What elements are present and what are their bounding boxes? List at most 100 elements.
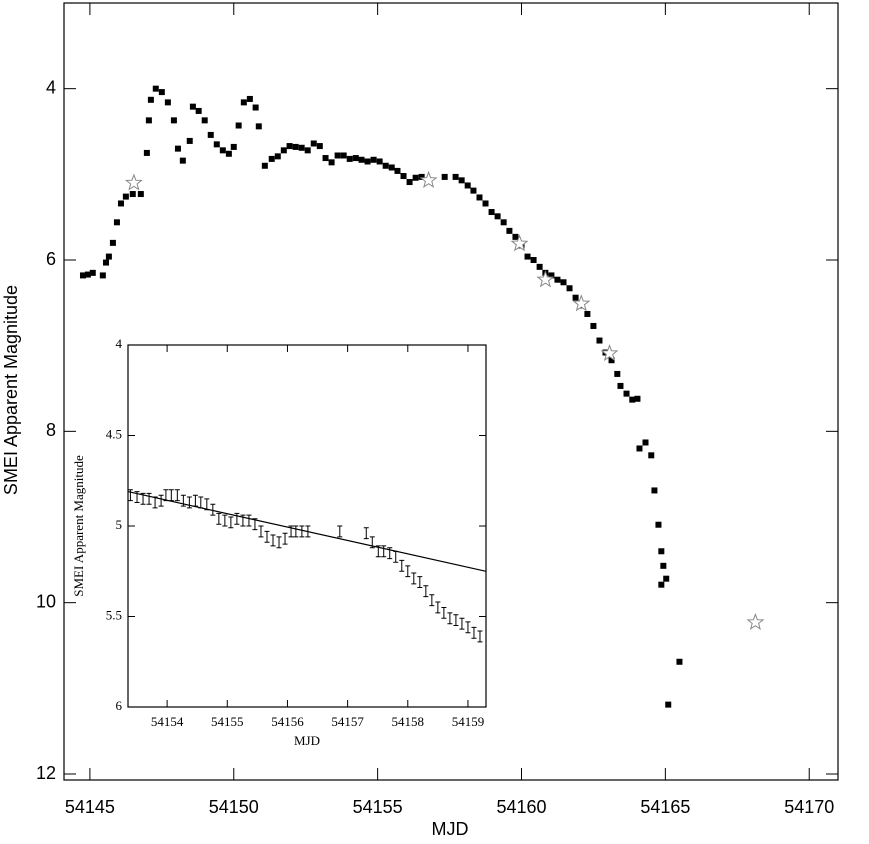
x-tick-label: 54154 xyxy=(151,714,184,729)
data-point xyxy=(298,144,305,151)
y-tick-label: 10 xyxy=(36,591,56,611)
x-tick-label: 54165 xyxy=(640,797,690,817)
data-point xyxy=(129,191,136,198)
data-point xyxy=(376,158,383,165)
data-point xyxy=(89,269,96,276)
data-point xyxy=(174,145,181,152)
error-bar xyxy=(246,514,252,527)
data-point xyxy=(572,294,579,301)
data-point xyxy=(648,452,655,459)
error-bar xyxy=(423,585,429,598)
y-tick-label: 4 xyxy=(46,77,56,97)
data-point xyxy=(261,162,268,169)
y-tick-label: 12 xyxy=(36,763,56,783)
data-point xyxy=(590,322,597,329)
error-bar xyxy=(282,532,288,545)
data-point xyxy=(246,95,253,102)
error-bar xyxy=(405,565,411,578)
error-bar xyxy=(381,545,387,558)
error-bar xyxy=(399,559,405,572)
star-point xyxy=(600,343,619,362)
star-point xyxy=(510,234,529,252)
data-point xyxy=(79,272,86,279)
data-point xyxy=(109,239,116,246)
data-point xyxy=(143,149,150,156)
y-tick-label: 5 xyxy=(116,517,123,532)
error-bar xyxy=(258,525,264,538)
data-point xyxy=(364,158,371,165)
data-point xyxy=(412,174,419,181)
data-point xyxy=(346,155,353,162)
y-axis-label: SMEI Apparent Magnitude xyxy=(1,285,21,495)
error-bar xyxy=(228,516,234,529)
data-point xyxy=(506,227,513,234)
error-bar xyxy=(465,621,471,634)
data-point xyxy=(230,143,237,150)
data-point xyxy=(470,187,477,194)
data-point xyxy=(286,143,293,150)
x-tick-label: 54160 xyxy=(496,797,546,817)
data-point xyxy=(334,152,341,159)
star-point xyxy=(124,173,143,191)
y-tick-label: 4.5 xyxy=(106,426,122,441)
error-bar xyxy=(180,494,186,507)
data-point xyxy=(99,272,106,279)
error-bar xyxy=(477,630,483,643)
error-bar xyxy=(393,550,399,563)
data-point xyxy=(340,152,347,159)
error-bar xyxy=(288,525,294,538)
error-bar xyxy=(375,545,381,558)
data-point xyxy=(629,396,636,403)
data-point xyxy=(207,131,214,138)
data-point xyxy=(500,219,507,226)
data-point xyxy=(418,173,425,180)
data-point xyxy=(268,155,275,162)
data-point xyxy=(394,167,401,174)
data-point xyxy=(370,156,377,163)
data-point xyxy=(358,156,365,163)
data-point xyxy=(636,445,643,452)
error-bar xyxy=(411,572,417,585)
error-bar xyxy=(222,514,228,527)
x-axis-label: MJD xyxy=(294,733,320,748)
error-bar xyxy=(152,496,158,509)
data-point xyxy=(658,548,665,555)
star-point xyxy=(746,612,765,630)
data-point xyxy=(524,253,531,260)
data-point xyxy=(406,179,413,186)
data-point xyxy=(536,263,543,270)
error-bar xyxy=(387,547,393,560)
x-tick-label: 54159 xyxy=(452,714,485,729)
data-point xyxy=(660,562,667,569)
error-bar xyxy=(453,614,459,627)
x-tick-label: 54170 xyxy=(784,797,834,817)
data-point xyxy=(663,575,670,582)
data-point xyxy=(488,209,495,216)
error-bar xyxy=(210,503,216,516)
error-bar xyxy=(417,576,423,589)
data-point xyxy=(147,96,154,103)
data-point xyxy=(310,140,317,147)
data-point xyxy=(482,200,489,207)
data-point xyxy=(213,141,220,148)
data-point xyxy=(322,155,329,162)
y-tick-label: 6 xyxy=(116,698,123,713)
data-point xyxy=(122,193,129,200)
data-point xyxy=(441,173,448,180)
data-point xyxy=(158,89,165,96)
x-tick-label: 54155 xyxy=(211,714,244,729)
data-point xyxy=(164,99,171,106)
error-bar xyxy=(299,525,305,538)
data-point xyxy=(614,370,621,377)
error-bar xyxy=(276,536,282,549)
x-tick-label: 54157 xyxy=(331,714,364,729)
error-bar xyxy=(216,512,222,525)
error-bar xyxy=(305,525,311,538)
error-bar xyxy=(146,492,152,505)
data-point xyxy=(189,103,196,110)
x-axis-label: MJD xyxy=(432,819,469,839)
data-point xyxy=(658,581,665,588)
x-tick-label: 54156 xyxy=(271,714,304,729)
data-point xyxy=(388,164,395,171)
data-point xyxy=(651,487,658,494)
